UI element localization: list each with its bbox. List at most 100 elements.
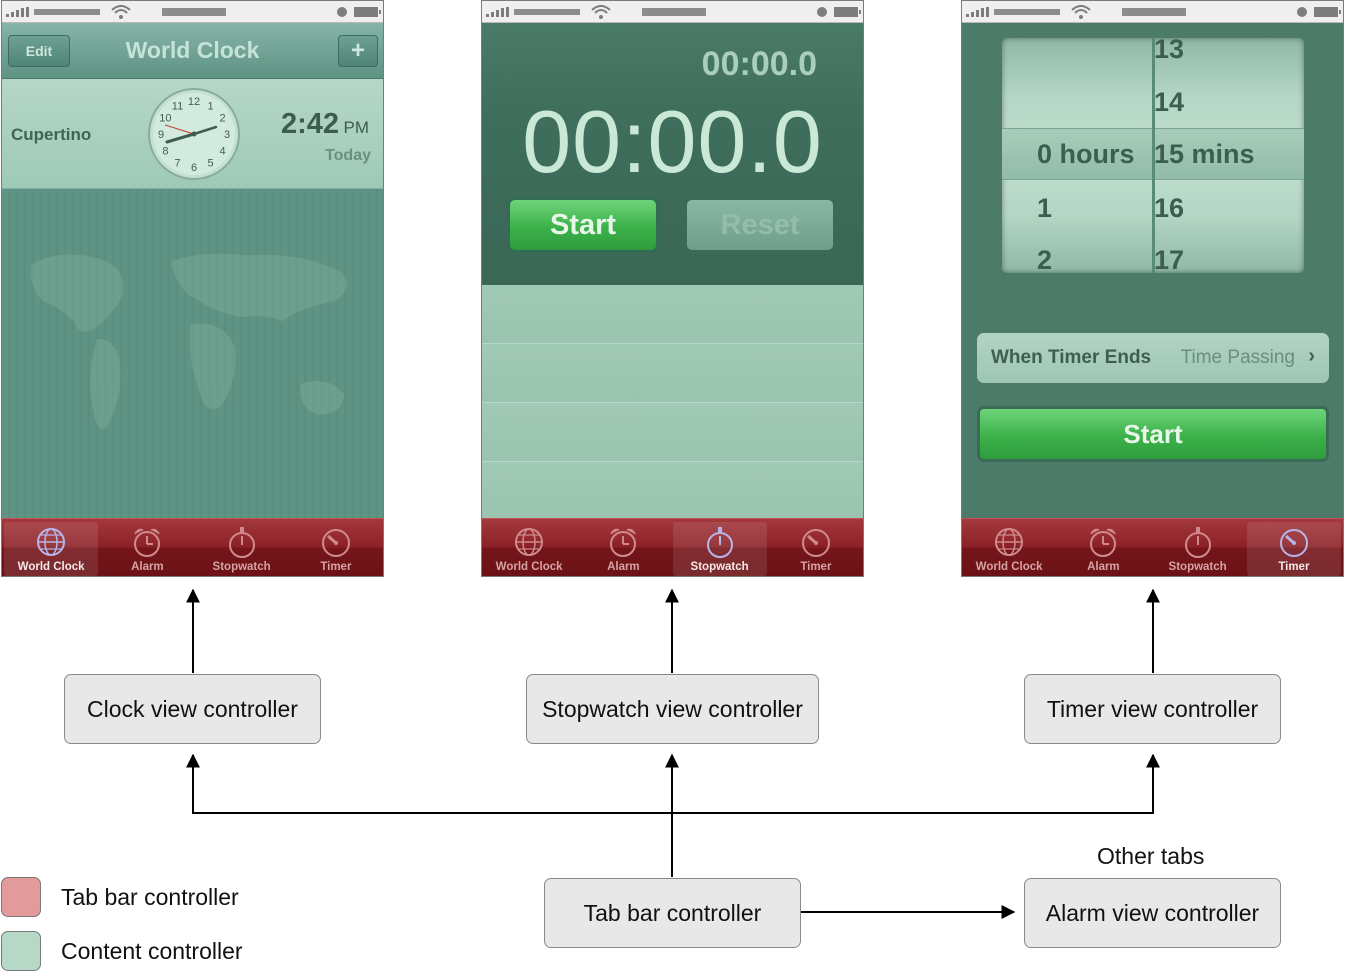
city-name: Cupertino	[11, 125, 92, 144]
tab-stopwatch[interactable]: Stopwatch	[195, 519, 289, 576]
alarm-view-controller-box: Alarm view controller	[1024, 878, 1281, 948]
battery-icon	[354, 7, 381, 17]
lap-time: 00:00.0	[701, 45, 817, 83]
picker-mins-option[interactable]: 14	[1154, 87, 1185, 117]
edit-button[interactable]: Edit	[8, 35, 70, 67]
legend-swatch-content	[1, 931, 41, 971]
tab-label: Timer	[1278, 561, 1310, 573]
globe-icon	[995, 528, 1024, 556]
signal-icon	[486, 7, 509, 17]
picker-hours-option[interactable]: 1	[1037, 193, 1053, 223]
time-value: 2:42	[281, 108, 340, 140]
stopwatch-screen: 00:00.0 00:00.0 Start Reset World Clock …	[481, 0, 864, 577]
day-label: Today	[325, 147, 371, 164]
clock-number: 12	[188, 96, 200, 108]
clock-number: 3	[224, 129, 230, 141]
timer-icon	[1279, 529, 1308, 557]
city-clock-row[interactable]: Cupertino 12 1 2 3 4 5 6 7 8 9 10 11 2:42 PM Today	[2, 79, 383, 189]
tab-alarm[interactable]: Alarm	[576, 519, 670, 576]
stopwatch-view-controller-box: Stopwatch view controller	[526, 674, 819, 744]
rotation-lock-icon	[817, 7, 827, 17]
clock-number: 4	[220, 146, 226, 158]
picker-hours-value[interactable]: 0 hours	[1037, 139, 1135, 169]
add-city-button[interactable]: +	[338, 35, 378, 67]
timer-screen: 0 hours 1 2 13 14 15 mins 16 17 When Tim…	[961, 0, 1344, 577]
tab-bar: World Clock Alarm Stopwatch Timer	[2, 518, 383, 576]
picker-mins-option[interactable]: 16	[1154, 193, 1185, 223]
rotation-lock-icon	[1297, 7, 1307, 17]
time-placeholder	[162, 8, 226, 16]
legend-swatch-tab-bar	[1, 877, 41, 917]
signal-icon	[966, 7, 989, 17]
picker-hours-option[interactable]: 2	[1037, 245, 1053, 273]
when-timer-ends-label: When Timer Ends	[991, 347, 1152, 368]
when-timer-ends-value: Time Passing	[1180, 347, 1295, 368]
wifi-icon	[1071, 5, 1091, 19]
alarm-clock-icon	[610, 528, 637, 557]
wifi-icon	[111, 5, 131, 19]
tab-timer[interactable]: Timer	[769, 519, 863, 576]
when-timer-ends-row[interactable]: When Timer Ends Time Passing ›	[977, 333, 1329, 383]
tab-label: World Clock	[17, 561, 85, 573]
carrier-placeholder	[514, 9, 580, 15]
tab-world-clock[interactable]: World Clock	[4, 522, 99, 576]
world-map-icon	[31, 253, 347, 430]
timer-view-controller-box: Timer view controller	[1024, 674, 1281, 744]
carrier-placeholder	[34, 9, 100, 15]
picker-mins-option[interactable]: 13	[1154, 38, 1185, 64]
tab-bar-controller-box: Tab bar controller	[544, 878, 801, 948]
alarm-clock-icon	[1090, 528, 1117, 557]
tab-alarm[interactable]: Alarm	[100, 519, 194, 576]
tab-label: World Clock	[495, 561, 563, 573]
status-bar	[482, 1, 863, 23]
picker-mins-option[interactable]: 17	[1154, 245, 1185, 273]
status-bar	[2, 1, 383, 23]
list-item	[482, 403, 863, 462]
tab-timer[interactable]: Timer	[1246, 522, 1341, 576]
world-clock-screen: Edit World Clock + Cupertino 12 1 2 3 4 5 6 7 8 9…	[1, 0, 384, 577]
tab-world-clock[interactable]: World Clock	[482, 519, 576, 576]
tab-timer[interactable]: Timer	[289, 519, 383, 576]
tab-alarm[interactable]: Alarm	[1056, 519, 1150, 576]
clock-number: 10	[159, 113, 171, 125]
time-placeholder	[642, 8, 706, 16]
battery-icon	[834, 7, 861, 17]
list-item	[482, 285, 863, 344]
tab-label: Stopwatch	[212, 561, 271, 573]
clock-number: 5	[207, 158, 213, 170]
tab-stopwatch[interactable]: Stopwatch	[672, 522, 767, 576]
status-bar	[962, 1, 1343, 23]
duration-picker[interactable]: 0 hours 1 2 13 14 15 mins 16 17	[1002, 38, 1304, 273]
tab-stopwatch[interactable]: Stopwatch	[1151, 519, 1245, 576]
clock-number: 6	[191, 162, 197, 174]
clock-number: 2	[220, 113, 226, 125]
tab-label: World Clock	[975, 561, 1043, 573]
start-button[interactable]: Start	[977, 406, 1329, 462]
list-item	[482, 344, 863, 403]
navigation-bar: Edit World Clock +	[2, 23, 383, 79]
stopwatch-icon	[1184, 527, 1211, 558]
picker-mins-value[interactable]: 15 mins	[1154, 139, 1255, 169]
timer-icon	[321, 529, 350, 557]
time-placeholder	[1122, 8, 1186, 16]
time-ampm: PM	[343, 118, 370, 137]
legend-label-tab-bar: Tab bar controller	[61, 884, 239, 910]
chevron-right-icon: ›	[1308, 345, 1315, 367]
city-time: 2:42 PM	[281, 108, 369, 141]
clock-number: 7	[174, 158, 180, 170]
signal-icon	[6, 7, 29, 17]
tab-world-clock[interactable]: World Clock	[962, 519, 1056, 576]
tab-label: Timer	[320, 561, 352, 573]
stopwatch-display: 00:00.0 00:00.0 Start Reset	[482, 23, 863, 285]
reset-button[interactable]: Reset	[684, 197, 836, 253]
tab-bar: World Clock Alarm Stopwatch Timer	[962, 518, 1343, 576]
picker-divider	[1152, 38, 1155, 273]
world-map	[2, 189, 383, 520]
tab-label: Stopwatch	[690, 561, 749, 573]
start-button[interactable]: Start	[507, 197, 659, 253]
total-time: 00:00.0	[522, 92, 823, 191]
other-tabs-label: Other tabs	[1097, 843, 1205, 869]
clock-number: 11	[172, 100, 183, 112]
timer-icon	[801, 529, 830, 557]
